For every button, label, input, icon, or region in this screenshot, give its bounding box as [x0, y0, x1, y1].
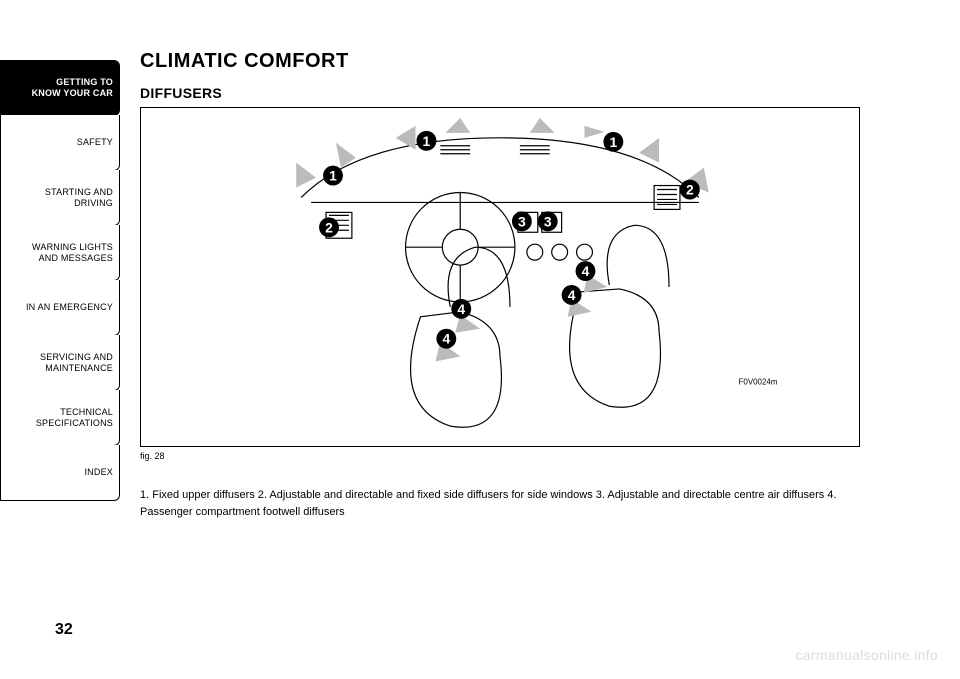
callout: 2 [319, 217, 339, 237]
callout: 4 [436, 329, 456, 349]
chapter-nav: GETTING TOKNOW YOUR CAR SAFETY STARTING … [0, 0, 120, 679]
section-subtitle: DIFFUSERS [140, 85, 920, 101]
svg-text:3: 3 [544, 213, 552, 229]
svg-text:2: 2 [325, 219, 333, 235]
nav-index[interactable]: INDEX [0, 445, 120, 501]
callout: 4 [562, 285, 582, 305]
svg-text:3: 3 [518, 213, 526, 229]
page-root: GETTING TOKNOW YOUR CAR SAFETY STARTING … [0, 0, 960, 679]
nav-starting-driving[interactable]: STARTING ANDDRIVING [0, 170, 120, 226]
callout: 3 [538, 211, 558, 231]
nav-technical[interactable]: TECHNICALSPECIFICATIONS [0, 390, 120, 446]
figure-caption: fig. 28 [140, 451, 920, 461]
nav-getting-to-know[interactable]: GETTING TOKNOW YOUR CAR [0, 60, 120, 116]
svg-text:1: 1 [329, 168, 337, 184]
nav-label: SAFETY [77, 137, 113, 148]
svg-text:4: 4 [457, 301, 465, 317]
figure-image-code: F0V0024m [739, 377, 778, 386]
callout: 4 [576, 261, 596, 281]
figure-frame: 1 1 1 2 2 3 3 4 4 4 4 F0V0024m [140, 107, 860, 447]
page-number: 32 [55, 621, 73, 639]
nav-label: STARTING ANDDRIVING [45, 187, 113, 209]
content-area: CLIMATIC COMFORT DIFFUSERS [120, 0, 960, 679]
watermark: carmanualsonline.info [796, 647, 939, 663]
callout: 3 [512, 211, 532, 231]
nav-emergency[interactable]: IN AN EMERGENCY [0, 280, 120, 336]
callout-group: 1 1 1 2 2 3 3 4 4 4 4 [319, 131, 700, 349]
nav-label: INDEX [84, 467, 113, 478]
legend-text: 1. Fixed upper diffusers 2. Adjustable a… [140, 487, 860, 520]
svg-text:1: 1 [423, 133, 431, 149]
callout: 1 [603, 132, 623, 152]
svg-text:2: 2 [686, 182, 694, 198]
nav-label: GETTING TOKNOW YOUR CAR [32, 77, 113, 99]
page-title: CLIMATIC COMFORT [140, 50, 920, 73]
callout: 1 [416, 131, 436, 151]
svg-text:4: 4 [582, 263, 590, 279]
nav-label: TECHNICALSPECIFICATIONS [36, 407, 113, 429]
nav-safety[interactable]: SAFETY [0, 115, 120, 171]
nav-servicing[interactable]: SERVICING ANDMAINTENANCE [0, 335, 120, 391]
nav-warning-lights[interactable]: WARNING LIGHTSAND MESSAGES [0, 225, 120, 281]
callout: 1 [323, 166, 343, 186]
svg-text:1: 1 [609, 134, 617, 150]
nav-label: SERVICING ANDMAINTENANCE [40, 352, 113, 374]
svg-text:4: 4 [442, 331, 450, 347]
nav-label: WARNING LIGHTSAND MESSAGES [32, 242, 113, 264]
callout: 4 [451, 299, 471, 319]
nav-label: IN AN EMERGENCY [26, 302, 113, 313]
callout: 2 [680, 180, 700, 200]
diffusers-diagram: 1 1 1 2 2 3 3 4 4 4 4 F0V0024m [141, 108, 859, 446]
svg-text:4: 4 [568, 287, 576, 303]
